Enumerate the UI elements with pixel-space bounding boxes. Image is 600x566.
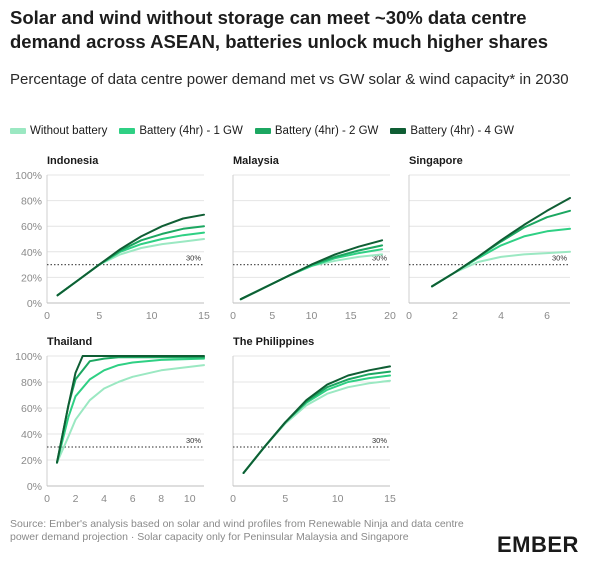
y-tick-label: 100% xyxy=(15,351,42,363)
reference-label: 30% xyxy=(372,436,387,445)
y-tick-label: 40% xyxy=(21,429,42,441)
legend-label: Battery (4hr) - 4 GW xyxy=(410,125,514,137)
chart-title: Solar and wind without storage can meet … xyxy=(10,7,549,52)
y-tick-label: 60% xyxy=(21,403,42,415)
y-tick-label: 60% xyxy=(21,221,42,233)
legend-item-battery-2gw: Battery (4hr) - 2 GW xyxy=(254,125,379,137)
y-tick-label: 40% xyxy=(21,247,42,259)
series-line-without-battery xyxy=(56,364,205,464)
x-tick-label: 4 xyxy=(101,493,107,505)
reference-label: 30% xyxy=(552,254,567,263)
x-tick-label: 8 xyxy=(158,493,164,505)
x-tick-label: 2 xyxy=(73,493,79,505)
series-line-without-battery xyxy=(431,250,571,288)
series-line-battery-4hr-4-gw xyxy=(56,213,205,297)
series-line-battery-4hr-2-gw xyxy=(56,225,205,297)
legend-swatch xyxy=(119,128,136,134)
x-tick-label: 4 xyxy=(498,310,504,322)
legend: Without battery Battery (4hr) - 1 GW Bat… xyxy=(10,125,514,137)
series-line-without-battery xyxy=(239,253,384,301)
x-tick-label: 0 xyxy=(44,493,50,505)
x-tick-label: 0 xyxy=(230,493,236,505)
x-tick-label: 5 xyxy=(96,310,102,322)
legend-swatch xyxy=(10,128,26,134)
series-line-battery-4hr-2-gw xyxy=(242,370,391,474)
series-line-battery-4hr-4-gw xyxy=(431,197,571,288)
y-tick-label: 20% xyxy=(21,272,42,284)
x-tick-label: 0 xyxy=(44,310,50,322)
x-tick-label: 20 xyxy=(384,310,396,322)
legend-label: Battery (4hr) - 1 GW xyxy=(139,125,243,137)
x-tick-label: 15 xyxy=(384,493,396,505)
y-tick-label: 20% xyxy=(21,455,42,467)
reference-label: 30% xyxy=(372,254,387,263)
ember-logo: EMBER xyxy=(497,532,579,557)
panel-title: Indonesia xyxy=(47,155,99,167)
panel-thailand: Thailand 0% 20% 40% 60% 80% 100% 0 2 4 6 8 10 30% xyxy=(15,336,205,505)
panel-malaysia: Malaysia 0 5 10 15 20 30% xyxy=(230,155,396,322)
x-tick-label: 0 xyxy=(406,310,412,322)
series-line-battery-4hr-4-gw xyxy=(242,365,391,474)
reference-label: 30% xyxy=(186,254,201,263)
series-line-battery-4hr-4-gw xyxy=(239,239,384,301)
chart-subtitle: Percentage of data centre power demand m… xyxy=(10,71,569,88)
x-tick-label: 15 xyxy=(345,310,357,322)
y-tick-label: 0% xyxy=(27,481,42,493)
y-tick-label: 0% xyxy=(27,298,42,310)
panel-title: The Philippines xyxy=(233,336,314,348)
panel-indonesia: Indonesia 0% 20% 40% 60% 80% 100% 0 5 10 15 30% xyxy=(15,155,210,322)
x-tick-label: 5 xyxy=(269,310,275,322)
x-tick-label: 10 xyxy=(306,310,318,322)
legend-swatch xyxy=(390,128,407,134)
panel-singapore: Singapore 0 2 4 6 30% xyxy=(406,155,571,322)
x-tick-label: 10 xyxy=(184,493,196,505)
series-line-battery-4hr-4-gw xyxy=(56,355,205,464)
legend-swatch xyxy=(254,128,271,134)
legend-item-battery-4gw: Battery (4hr) - 4 GW xyxy=(390,125,514,137)
panel-title: Thailand xyxy=(47,336,92,348)
legend-label: Battery (4hr) - 2 GW xyxy=(274,125,379,137)
x-tick-label: 0 xyxy=(230,310,236,322)
series-line-battery-4hr-1-gw xyxy=(56,357,205,464)
series-line-battery-4hr-2-gw xyxy=(431,209,571,288)
legend-item-battery-1gw: Battery (4hr) - 1 GW xyxy=(119,125,243,137)
reference-label: 30% xyxy=(186,436,201,445)
panel-title: Malaysia xyxy=(233,155,280,167)
y-tick-label: 100% xyxy=(15,170,42,182)
x-tick-label: 10 xyxy=(146,310,158,322)
x-tick-label: 15 xyxy=(198,310,210,322)
y-tick-label: 80% xyxy=(21,377,42,389)
x-tick-label: 6 xyxy=(544,310,550,322)
panel-title: Singapore xyxy=(409,155,463,167)
legend-label: Without battery xyxy=(30,125,108,137)
y-tick-label: 80% xyxy=(21,196,42,208)
source-note: Source: Ember's analysis based on solar … xyxy=(10,518,464,543)
x-tick-label: 5 xyxy=(282,493,288,505)
legend-item-without-battery: Without battery xyxy=(10,125,107,137)
x-tick-label: 2 xyxy=(452,310,458,322)
series-line-battery-4hr-1-gw xyxy=(242,374,391,474)
x-tick-label: 10 xyxy=(332,493,344,505)
panel-the-philippines: The Philippines 0 5 10 15 30% xyxy=(230,336,396,505)
x-tick-label: 6 xyxy=(130,493,136,505)
